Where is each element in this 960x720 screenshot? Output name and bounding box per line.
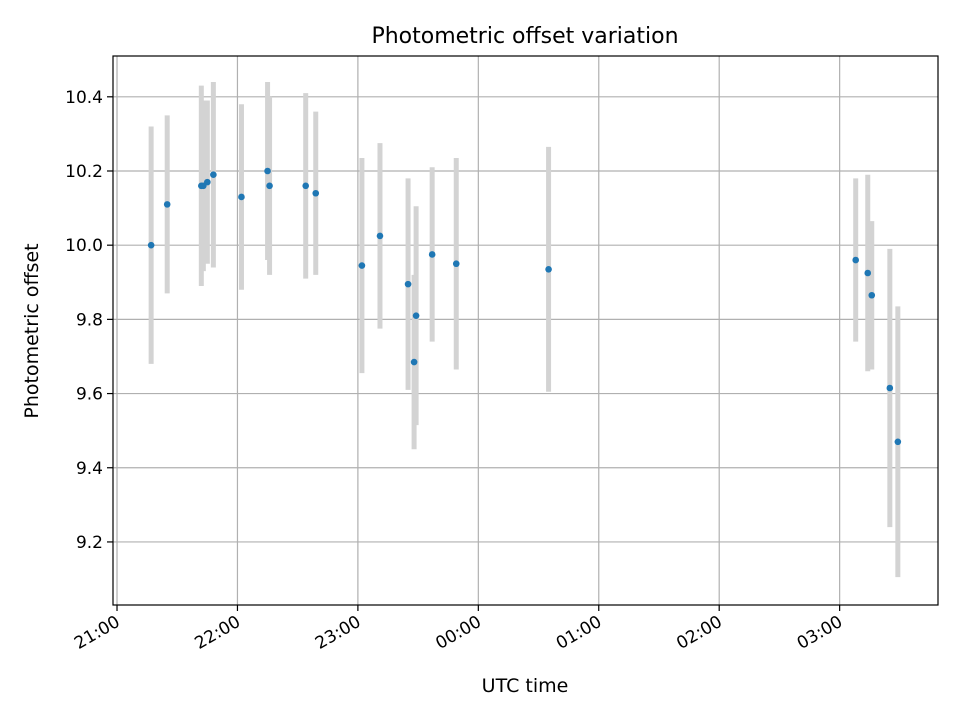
y-tick-label: 10.2	[65, 162, 103, 182]
data-point	[210, 171, 217, 179]
data-point	[545, 265, 552, 273]
chart-title: Photometric offset variation	[371, 24, 678, 49]
data-points	[147, 167, 902, 446]
data-point	[404, 280, 412, 288]
y-tick-label: 9.4	[76, 459, 103, 479]
data-point	[852, 256, 860, 264]
data-point	[358, 262, 366, 269]
data-point	[412, 312, 420, 319]
data-point	[312, 189, 320, 197]
y-axis-label: Photometric offset	[21, 243, 43, 418]
data-point	[886, 384, 894, 392]
data-point	[428, 251, 436, 258]
y-tick-label: 10.4	[65, 88, 103, 108]
data-point	[452, 260, 460, 268]
data-point	[204, 178, 211, 186]
data-point	[238, 193, 245, 201]
y-tick-label: 9.6	[76, 385, 103, 405]
data-point	[302, 182, 310, 190]
x-axis-label: UTC time	[482, 675, 569, 697]
data-point	[264, 167, 271, 175]
data-point	[376, 232, 384, 240]
data-point	[864, 269, 872, 277]
data-point	[894, 438, 902, 446]
y-tick-label: 10.0	[65, 236, 103, 256]
plot-area	[113, 56, 938, 605]
y-tick-label: 9.2	[76, 533, 103, 553]
y-tick-label: 9.8	[76, 310, 103, 330]
data-point	[147, 241, 155, 249]
data-point	[868, 291, 876, 299]
plot-frame	[112, 55, 939, 606]
data-point	[163, 201, 171, 208]
data-point	[266, 182, 273, 190]
grid-lines	[113, 56, 938, 605]
data-point	[410, 358, 418, 366]
